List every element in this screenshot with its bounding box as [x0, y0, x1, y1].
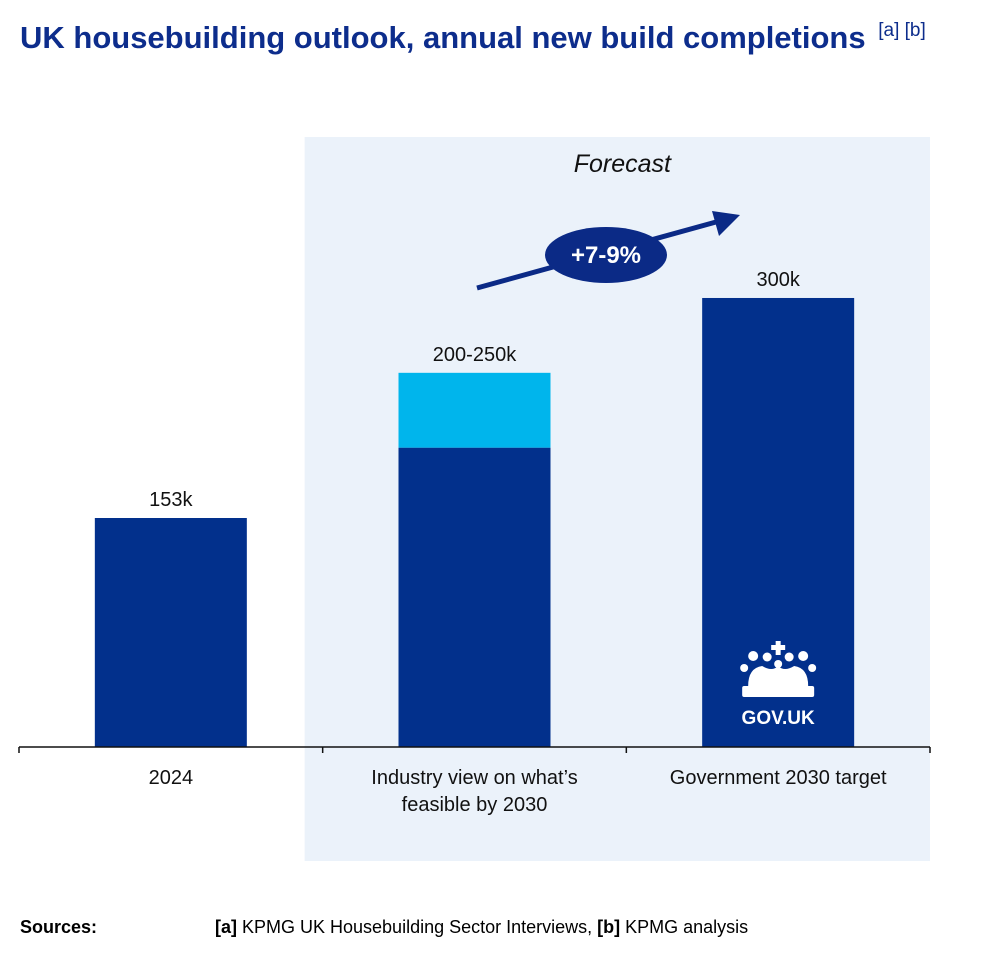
chart-title-text: UK housebuilding outlook, annual new bui…: [20, 20, 866, 55]
growth-badge-label: +7-9%: [571, 242, 641, 269]
source-text-a: KPMG UK Housebuilding Sector Interviews,: [237, 917, 598, 937]
growth-arrowhead: [712, 211, 740, 236]
tick-label-1-0: Industry view on what’s: [371, 767, 577, 789]
crown-pearl-5: [808, 664, 817, 672]
crown-pearl-0: [748, 651, 759, 661]
bar-chart: Forecast 153k 2024 200-250k Industry view on…: [18, 137, 931, 861]
govuk-crown-icon: [740, 641, 817, 697]
crown-cross-horizontal: [771, 645, 786, 650]
data-label-0: 153k: [149, 489, 193, 511]
crown-pearl-3: [784, 652, 794, 662]
tick-label-2-0: Government 2030 target: [670, 767, 887, 789]
crown-pearl-1: [798, 651, 809, 661]
chart-title-refs: [a] [b]: [878, 20, 926, 41]
tick-label-1-1: feasible by 2030: [402, 794, 548, 816]
source-ref-b: [b]: [597, 917, 621, 937]
sources-label: Sources:: [20, 917, 98, 937]
data-label-2: 300k: [756, 269, 800, 291]
bar-completions-0: [94, 518, 247, 747]
tick-label-0-0: 2024: [149, 767, 194, 789]
crown-arch: [748, 666, 809, 686]
forecast-label: Forecast: [574, 150, 672, 178]
crown-pearl-2: [762, 652, 772, 662]
chart-title: UK housebuilding outlook, annual new bui…: [20, 20, 926, 56]
crown-pearl-6: [774, 660, 783, 668]
growth-badge: [545, 227, 667, 283]
bar-upper-range-1: [398, 372, 551, 448]
data-label-1: 200-250k: [433, 344, 517, 366]
sources-text: [a] KPMG UK Housebuilding Sector Intervi…: [215, 917, 748, 938]
govuk-logo-text: GOV.UK: [742, 708, 815, 729]
crown-pearl-4: [740, 664, 749, 672]
bar-completions-1: [398, 447, 551, 747]
crown-band: [742, 686, 815, 697]
source-text-b: KPMG analysis: [620, 917, 749, 937]
source-ref-a: [a]: [215, 917, 237, 937]
